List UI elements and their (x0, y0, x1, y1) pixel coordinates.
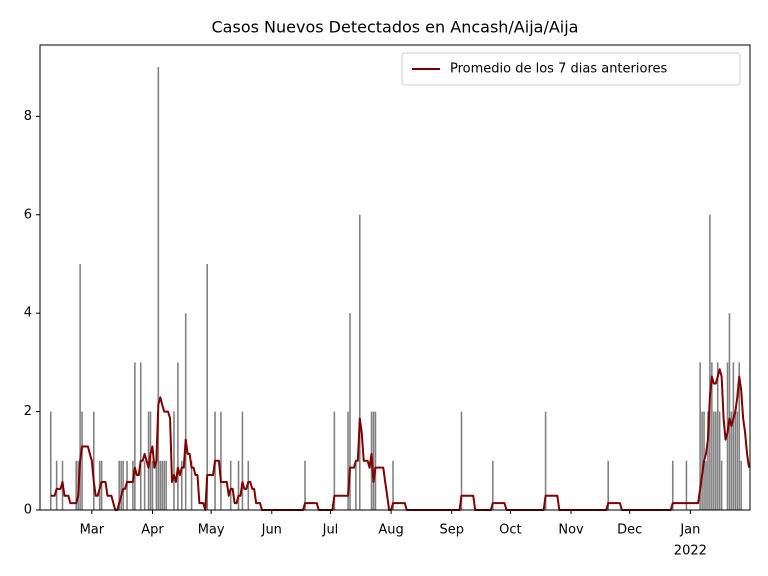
bar (736, 411, 739, 510)
bar (93, 411, 95, 510)
bar (359, 214, 361, 510)
bar (190, 460, 193, 510)
bar (163, 460, 165, 510)
y-tick-label: 4 (24, 306, 32, 321)
x-year-label: 2022 (674, 544, 707, 559)
bar (143, 460, 146, 510)
bar (157, 67, 160, 511)
bar (132, 460, 134, 510)
bar (79, 263, 81, 510)
bar (347, 411, 349, 510)
chart-title: Casos Nuevos Detectados en Ancash/Aija/A… (212, 18, 579, 37)
bar (713, 411, 715, 510)
bar (730, 411, 733, 510)
y-tick-label: 2 (24, 404, 32, 419)
bar (728, 313, 731, 510)
bar (355, 460, 357, 510)
legend: Promedio de los 7 dias anteriores (401, 52, 741, 86)
bar (220, 411, 222, 510)
bar (492, 460, 494, 510)
bar (155, 460, 158, 510)
bar (304, 460, 306, 510)
legend-label: Promedio de los 7 dias anteriores (450, 62, 667, 77)
x-tick-label: Jul (322, 523, 339, 538)
bar (716, 362, 719, 510)
y-tick-label: 0 (24, 503, 32, 518)
bar (734, 411, 737, 510)
bar (81, 411, 83, 510)
bar (134, 362, 136, 510)
bar (173, 411, 175, 510)
x-tick-label: Sep (439, 523, 464, 538)
bar (333, 411, 336, 510)
bar (699, 362, 701, 510)
bar (711, 362, 713, 510)
bar (671, 460, 674, 510)
bar (738, 362, 741, 510)
bar (607, 460, 609, 510)
y-tick-label: 6 (24, 207, 32, 222)
bar (709, 214, 711, 510)
bar (460, 411, 463, 510)
bar (241, 411, 244, 510)
bar (165, 460, 167, 510)
x-tick-label: May (198, 523, 225, 538)
bar (707, 411, 709, 510)
bar (139, 362, 142, 510)
x-tick-label: Mar (80, 523, 105, 538)
bar (732, 362, 735, 510)
bar (720, 460, 723, 510)
bar (184, 313, 187, 510)
bar (714, 411, 717, 510)
bar (181, 460, 183, 510)
bar (374, 411, 377, 510)
bar (685, 460, 688, 510)
bar (206, 263, 209, 510)
y-tick-label: 8 (24, 109, 32, 124)
bar (349, 313, 351, 510)
x-tick-label: Apr (141, 523, 164, 538)
bar (177, 362, 179, 510)
bar (118, 460, 120, 510)
bar (120, 460, 122, 510)
bar (161, 460, 164, 510)
bar (740, 460, 742, 510)
bar (701, 411, 703, 510)
bar (55, 460, 58, 510)
bar (151, 460, 154, 510)
x-tick-label: Nov (558, 523, 584, 538)
x-tick-label: Aug (378, 523, 403, 538)
bar (718, 411, 721, 510)
x-tick-label: Oct (499, 523, 521, 538)
bar (392, 460, 394, 510)
bar (159, 460, 162, 510)
x-tick-label: Jun (261, 523, 282, 538)
legend-box (401, 52, 741, 86)
line (50, 368, 751, 511)
x-tick-label: Dec (617, 523, 642, 538)
bar (75, 460, 77, 510)
bar (49, 411, 52, 510)
bar (544, 411, 547, 510)
bar (229, 460, 232, 510)
plot-frame (39, 44, 751, 511)
bar (705, 460, 707, 510)
bar (122, 460, 124, 510)
bar (237, 460, 240, 510)
x-tick-label: Jan (679, 523, 700, 538)
bar (372, 411, 375, 510)
